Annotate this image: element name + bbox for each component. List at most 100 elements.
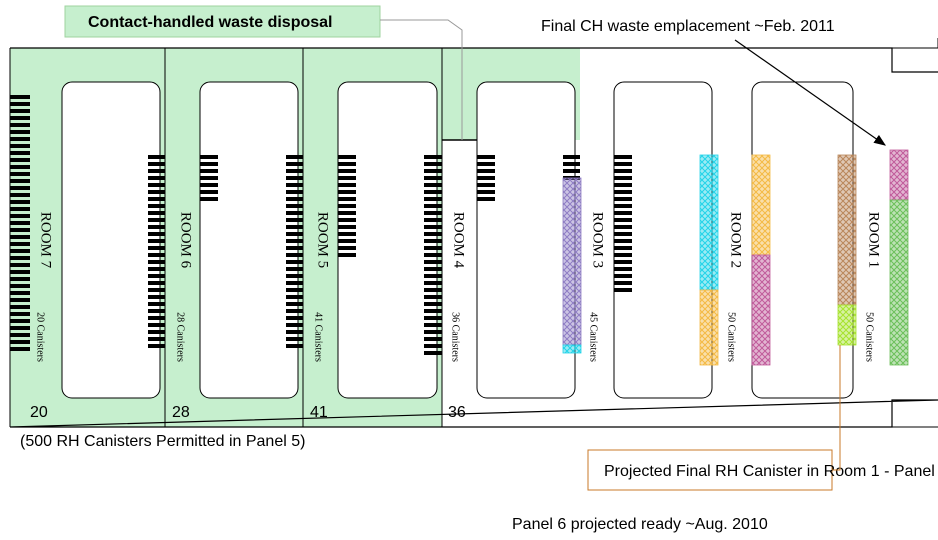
canister-bar xyxy=(424,267,442,271)
canister-bar xyxy=(614,183,632,187)
canister-bar xyxy=(10,123,30,127)
canister-bar xyxy=(338,204,356,208)
canister-bar xyxy=(563,162,580,166)
canister-bar xyxy=(148,295,165,299)
canister-bar xyxy=(338,155,356,159)
canister-bar xyxy=(10,214,30,218)
canister-bar xyxy=(614,274,632,278)
canister-bar xyxy=(200,176,218,180)
canister-bar xyxy=(286,253,303,257)
canister-bar xyxy=(200,169,218,173)
canister-bar xyxy=(424,232,442,236)
canister-bar xyxy=(286,190,303,194)
canister-bar xyxy=(286,330,303,334)
canister-bar xyxy=(614,260,632,264)
room-count: 36 xyxy=(448,404,466,421)
canister-bar xyxy=(614,169,632,173)
final-rh-leader xyxy=(832,345,841,471)
canister-bar xyxy=(338,190,356,194)
canister-bar xyxy=(614,190,632,194)
canister-bar xyxy=(10,256,30,260)
canister-bar xyxy=(614,288,632,292)
canister-bar xyxy=(148,323,165,327)
canister-bar xyxy=(338,218,356,222)
canister-bar xyxy=(286,211,303,215)
canister-bar xyxy=(148,260,165,264)
canister-bar xyxy=(10,277,30,281)
canister-bar xyxy=(148,288,165,292)
canister-bar xyxy=(286,267,303,271)
canister-bar xyxy=(148,246,165,250)
canister-bar xyxy=(286,295,303,299)
canister-bar xyxy=(424,351,442,355)
canister-bar xyxy=(614,162,632,166)
canister-bar xyxy=(286,274,303,278)
canister-bar xyxy=(338,162,356,166)
canister-bar xyxy=(148,162,165,166)
canister-bar xyxy=(477,162,495,166)
room-name: ROOM 1 xyxy=(866,212,882,268)
canister-bar xyxy=(424,176,442,180)
canister-bar xyxy=(477,190,495,194)
canister-count: 20 Canisters xyxy=(35,312,46,362)
canister-bar xyxy=(200,183,218,187)
canister-bar xyxy=(614,211,632,215)
canister-bar xyxy=(424,309,442,313)
canister-bar xyxy=(148,253,165,257)
canister-bar xyxy=(10,319,30,323)
canister-bar xyxy=(10,207,30,211)
canister-bar xyxy=(148,330,165,334)
canister-bar xyxy=(614,197,632,201)
canister-bar xyxy=(424,239,442,243)
canister-bar xyxy=(148,267,165,271)
canister-bar xyxy=(338,183,356,187)
room-labels: ROOM 7 20 Canisters 20 ROOM 6 28 Canisters 28… xyxy=(30,212,882,421)
canister-bar xyxy=(10,305,30,309)
pillar xyxy=(61,81,161,399)
canister-bar xyxy=(286,155,303,159)
canister-bar xyxy=(477,169,495,173)
canister-bar xyxy=(200,190,218,194)
canister-bar xyxy=(424,183,442,187)
canister-bar xyxy=(10,179,30,183)
canister-bar xyxy=(286,225,303,229)
canister-bar xyxy=(424,169,442,173)
canister-bar xyxy=(424,295,442,299)
canister-bar xyxy=(614,204,632,208)
canister-bar xyxy=(614,246,632,250)
canister-bar xyxy=(563,155,580,159)
canister-bar xyxy=(286,344,303,348)
canister-bar xyxy=(200,155,218,159)
canister-bar xyxy=(10,333,30,337)
canister-bar xyxy=(338,211,356,215)
canister-bar xyxy=(148,155,165,159)
canister-bar xyxy=(10,144,30,148)
canister-bar xyxy=(424,274,442,278)
canister-bar xyxy=(286,204,303,208)
canister-bar xyxy=(424,281,442,285)
canister-count: 45 Canisters xyxy=(588,312,599,362)
canister-bar xyxy=(424,253,442,257)
room-name: ROOM 4 xyxy=(451,212,467,269)
canister-bar xyxy=(424,260,442,264)
canister-bar xyxy=(10,249,30,253)
ch-label: Contact-handled waste disposal xyxy=(88,14,332,31)
canister-bar xyxy=(148,232,165,236)
canister-bar xyxy=(286,183,303,187)
canister-bar xyxy=(338,246,356,250)
canister-bar xyxy=(614,225,632,229)
canister-bar xyxy=(148,337,165,341)
final-rh-note: Projected Final RH Canister in Room 1 - … xyxy=(604,463,938,480)
canister-bar xyxy=(338,197,356,201)
canister-bar xyxy=(477,176,495,180)
canister-bar xyxy=(614,239,632,243)
canister-bar xyxy=(10,263,30,267)
canister-count: 36 Canisters xyxy=(450,312,461,362)
canister-bar xyxy=(424,197,442,201)
final-rh-box xyxy=(587,449,833,491)
canister-bar xyxy=(148,211,165,215)
canister-bar xyxy=(424,302,442,306)
canister-count: 50 Canisters xyxy=(726,312,737,362)
room-name: ROOM 3 xyxy=(590,212,606,268)
